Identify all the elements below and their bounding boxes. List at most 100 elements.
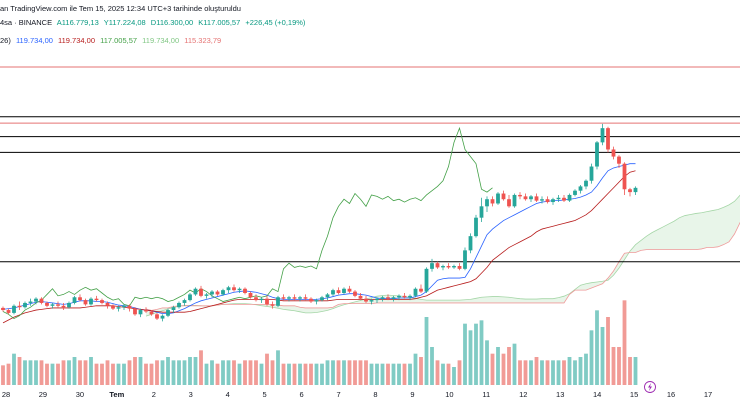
candle-body xyxy=(578,186,583,191)
candle-body xyxy=(391,297,396,299)
candle-body xyxy=(45,302,49,306)
candle-body xyxy=(353,291,357,296)
candle-body xyxy=(193,288,198,295)
volume-bar xyxy=(584,353,588,385)
candle-body xyxy=(573,190,577,195)
volume-bar xyxy=(512,343,517,385)
candle-body xyxy=(72,297,77,303)
candle-body xyxy=(331,290,335,295)
candle-body xyxy=(254,297,258,301)
candle-body xyxy=(248,293,253,298)
candle-body xyxy=(39,298,44,303)
candle-body xyxy=(545,199,550,203)
volume-bar xyxy=(479,320,484,385)
ichimoku-legend: 26) 119.734,00 119.734,00 117.005,57 119… xyxy=(0,36,224,45)
candle-body xyxy=(622,163,627,190)
volume-bar xyxy=(485,340,489,385)
volume-bar xyxy=(232,360,236,385)
volume-bar xyxy=(606,317,610,385)
candle-body xyxy=(204,294,209,296)
volume-bar xyxy=(138,357,143,385)
volume-bars xyxy=(1,300,638,385)
candle-body xyxy=(12,305,16,313)
candle-body xyxy=(56,304,60,306)
candle-body xyxy=(138,310,143,315)
candle-body xyxy=(402,295,407,298)
candle-body xyxy=(567,194,572,201)
candle-body xyxy=(534,196,539,201)
time-tick-label: 2 xyxy=(152,390,156,399)
time-tick-label: 8 xyxy=(373,390,377,399)
volume-bar xyxy=(342,360,346,385)
volume-bar xyxy=(633,357,638,385)
volume-bar xyxy=(94,363,99,385)
candle-body xyxy=(23,302,27,308)
volume-bar xyxy=(523,360,528,385)
candle-body xyxy=(518,194,522,197)
volume-bar xyxy=(408,363,412,385)
candle-body xyxy=(276,297,280,306)
candle-body xyxy=(529,196,533,200)
volume-bar xyxy=(490,353,495,385)
candle-body xyxy=(28,301,33,303)
candle-body xyxy=(116,307,121,309)
volume-bar xyxy=(100,363,104,385)
candle-body xyxy=(435,263,440,268)
candle-body xyxy=(347,288,352,292)
candle-body xyxy=(490,199,495,204)
volume-bar xyxy=(325,360,330,385)
volume-bar xyxy=(375,363,379,385)
volume-bar xyxy=(452,367,456,385)
ohlc-legend: 4sa · BINANCE A116.779,13 Y117.224,08 D1… xyxy=(0,18,308,27)
time-tick-label: 9 xyxy=(410,390,414,399)
volume-bar xyxy=(17,357,22,385)
candles xyxy=(1,123,638,322)
symbol-label[interactable]: 4sa · BINANCE xyxy=(0,18,53,27)
volume-bar xyxy=(529,360,533,385)
candle-body xyxy=(50,304,55,306)
volume-bar xyxy=(298,363,302,385)
volume-bar xyxy=(435,360,440,385)
candle-body xyxy=(501,193,506,200)
candle-body xyxy=(380,297,385,299)
candle-body xyxy=(237,288,242,291)
volume-bar xyxy=(501,353,506,385)
volume-bar xyxy=(567,357,572,385)
volume-bar xyxy=(144,363,148,385)
volume-bar xyxy=(89,357,93,385)
time-tick-label: 14 xyxy=(593,390,601,399)
volume-bar xyxy=(276,350,280,385)
volume-bar xyxy=(463,323,467,385)
snapshot-caption: an TradingView.com ile Tem 15, 2025 12:3… xyxy=(0,4,241,13)
time-tick-label: 30 xyxy=(76,390,84,399)
volume-bar xyxy=(127,360,132,385)
volume-bar xyxy=(331,360,335,385)
candle-body xyxy=(182,300,187,303)
chikou-value: 117.005,57 xyxy=(100,36,138,45)
candle-body xyxy=(67,302,71,308)
indicator-params[interactable]: 26) xyxy=(0,36,11,45)
candle-body xyxy=(325,294,330,298)
volume-bar xyxy=(193,357,198,385)
volume-bar xyxy=(314,363,319,385)
candle-body xyxy=(133,308,137,315)
volume-bar xyxy=(50,363,55,385)
volume-bar xyxy=(254,360,258,385)
volume-bar xyxy=(320,363,324,385)
candle-body xyxy=(122,305,126,308)
low-value: D116.300,00 xyxy=(150,18,194,27)
candle-body xyxy=(298,297,302,299)
volume-bar xyxy=(397,363,401,385)
candle-body xyxy=(1,307,5,311)
candle-body xyxy=(320,297,324,301)
close-value: K117.005,57 xyxy=(198,18,241,27)
tenkan-line xyxy=(2,163,636,315)
candle-body xyxy=(584,180,588,187)
candle-body xyxy=(342,288,346,293)
candle-body xyxy=(160,315,165,319)
time-tick-label: 28 xyxy=(2,390,10,399)
time-axis[interactable]: 28 29 30 Tem 2 3 4 5 6 7 8 9 10 11 12 13 14 15 16 17 xyxy=(2,381,712,400)
horizontal-levels xyxy=(0,66,740,263)
candle-body xyxy=(562,197,566,201)
